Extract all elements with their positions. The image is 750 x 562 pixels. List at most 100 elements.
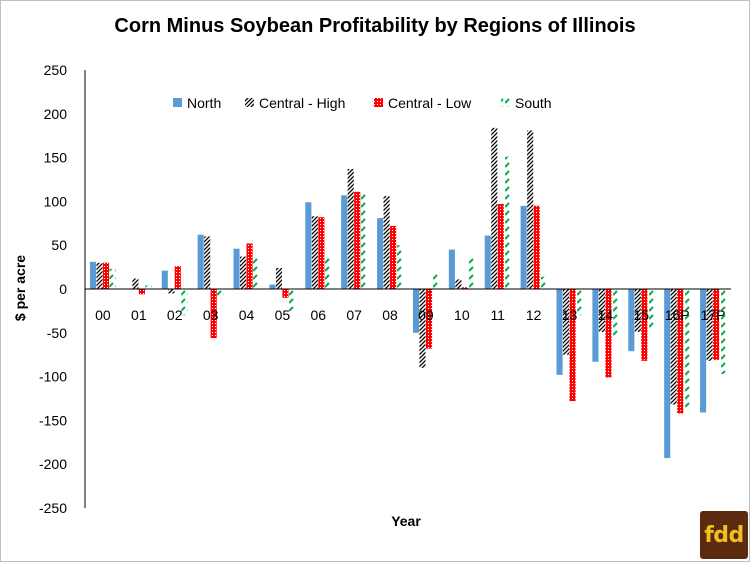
logo-text: fdd bbox=[704, 522, 744, 548]
bar-central-low-07 bbox=[354, 191, 361, 289]
bar-central-low-11 bbox=[497, 204, 504, 289]
bar-central-high-06 bbox=[311, 216, 318, 289]
bar-central-high-16P bbox=[670, 289, 677, 405]
y-tick-label: -50 bbox=[47, 325, 67, 341]
bar-south-09 bbox=[432, 271, 439, 289]
bar-central-high-14 bbox=[598, 289, 605, 332]
bar-central-high-17P bbox=[706, 289, 713, 361]
x-tick-label: 14 bbox=[598, 307, 614, 323]
legend-swatch bbox=[501, 98, 510, 107]
bar-south-01 bbox=[145, 285, 152, 289]
bars bbox=[89, 127, 726, 459]
bar-central-low-04 bbox=[246, 243, 253, 289]
bar-north-17P bbox=[700, 289, 707, 413]
bar-central-high-10 bbox=[455, 279, 462, 289]
y-axis-label: $ per acre bbox=[12, 255, 28, 321]
bar-south-07 bbox=[360, 191, 367, 289]
bar-north-06 bbox=[305, 202, 312, 289]
bar-south-06 bbox=[324, 258, 331, 289]
bar-north-15 bbox=[628, 289, 635, 352]
bar-central-low-09 bbox=[425, 289, 433, 349]
x-tick-label: 09 bbox=[418, 307, 434, 323]
x-tick-label: 02 bbox=[167, 307, 183, 323]
bar-central-high-15 bbox=[634, 289, 641, 332]
bar-north-10 bbox=[448, 249, 455, 289]
bar-south-12 bbox=[540, 276, 547, 289]
x-tick-label: 01 bbox=[131, 307, 147, 323]
bar-central-low-05 bbox=[282, 289, 289, 298]
bar-central-low-16P bbox=[677, 289, 684, 414]
x-tick-label: 04 bbox=[239, 307, 255, 323]
y-tick-label: -250 bbox=[39, 500, 67, 516]
bar-central-high-07 bbox=[347, 168, 354, 289]
bar-north-16P bbox=[664, 289, 671, 459]
legend-label: Central - Low bbox=[388, 95, 472, 111]
y-tick-label: -150 bbox=[39, 412, 67, 428]
bar-central-low-15 bbox=[641, 289, 648, 361]
bar-north-07 bbox=[341, 195, 348, 289]
bar-south-08 bbox=[396, 245, 403, 289]
bar-south-04 bbox=[253, 257, 260, 289]
bar-central-high-05 bbox=[275, 267, 282, 289]
y-tick-label: 150 bbox=[44, 150, 68, 166]
x-tick-label: 03 bbox=[203, 307, 219, 323]
bar-central-high-09 bbox=[419, 289, 426, 368]
y-tick-label: -200 bbox=[39, 456, 67, 472]
bar-north-09 bbox=[412, 289, 420, 333]
bar-south-05 bbox=[288, 289, 295, 311]
bar-north-13 bbox=[556, 289, 563, 375]
bar-south-02 bbox=[181, 289, 188, 316]
bar-central-high-13 bbox=[563, 289, 570, 355]
y-tick-label: 100 bbox=[44, 193, 68, 209]
bar-central-high-12 bbox=[527, 130, 534, 289]
legend-swatch bbox=[245, 98, 254, 107]
bar-north-03 bbox=[197, 234, 204, 289]
bar-north-11 bbox=[484, 235, 491, 289]
bar-south-16P bbox=[683, 289, 690, 408]
bar-central-high-02 bbox=[168, 289, 175, 294]
legend-swatch bbox=[173, 98, 182, 107]
x-axis-label: Year bbox=[391, 513, 421, 529]
bar-central-high-03 bbox=[204, 236, 211, 289]
legend-label: Central - High bbox=[259, 95, 345, 111]
legend-label: South bbox=[515, 95, 552, 111]
x-tick-label: 00 bbox=[95, 307, 111, 323]
x-tick-label: 16P bbox=[665, 307, 690, 323]
bar-central-low-08 bbox=[390, 225, 397, 289]
y-tick-label: 50 bbox=[51, 237, 67, 253]
bar-north-08 bbox=[377, 218, 384, 289]
bar-central-high-00 bbox=[96, 262, 103, 289]
bar-south-15 bbox=[647, 289, 654, 329]
bar-central-low-12 bbox=[533, 205, 540, 289]
bar-central-low-10 bbox=[461, 287, 468, 289]
x-tick-label: 08 bbox=[382, 307, 398, 323]
bar-north-05 bbox=[269, 284, 276, 289]
x-tick-label: 10 bbox=[454, 307, 470, 323]
y-tick-label: -100 bbox=[39, 369, 67, 385]
chart-title: Corn Minus Soybean Profitability by Regi… bbox=[114, 15, 636, 37]
bar-north-02 bbox=[161, 270, 168, 289]
y-tick-label: 250 bbox=[44, 62, 68, 78]
legend-swatch bbox=[374, 98, 383, 107]
bar-central-high-04 bbox=[240, 256, 247, 289]
bar-south-17P bbox=[719, 289, 726, 374]
bar-central-low-17P bbox=[713, 289, 720, 360]
bar-central-low-13 bbox=[569, 289, 576, 402]
bar-central-high-01 bbox=[132, 278, 139, 289]
bar-north-00 bbox=[89, 261, 97, 289]
bar-south-10 bbox=[468, 257, 475, 289]
x-tick-label: 05 bbox=[275, 307, 291, 323]
bar-central-low-14 bbox=[605, 289, 612, 378]
bar-central-low-01 bbox=[138, 289, 145, 295]
x-tick-label: 13 bbox=[562, 307, 578, 323]
y-tick-label: 200 bbox=[44, 106, 68, 122]
y-axis: 250 200 150 100 50 0 -50 -100 -150 -200 -250 bbox=[39, 62, 86, 516]
bar-central-low-00 bbox=[102, 262, 110, 289]
y-tick-label: 0 bbox=[59, 281, 67, 297]
bar-south-03 bbox=[217, 289, 224, 298]
x-tick-label: 12 bbox=[526, 307, 542, 323]
bar-north-14 bbox=[592, 289, 599, 362]
bar-south-00 bbox=[109, 268, 116, 289]
